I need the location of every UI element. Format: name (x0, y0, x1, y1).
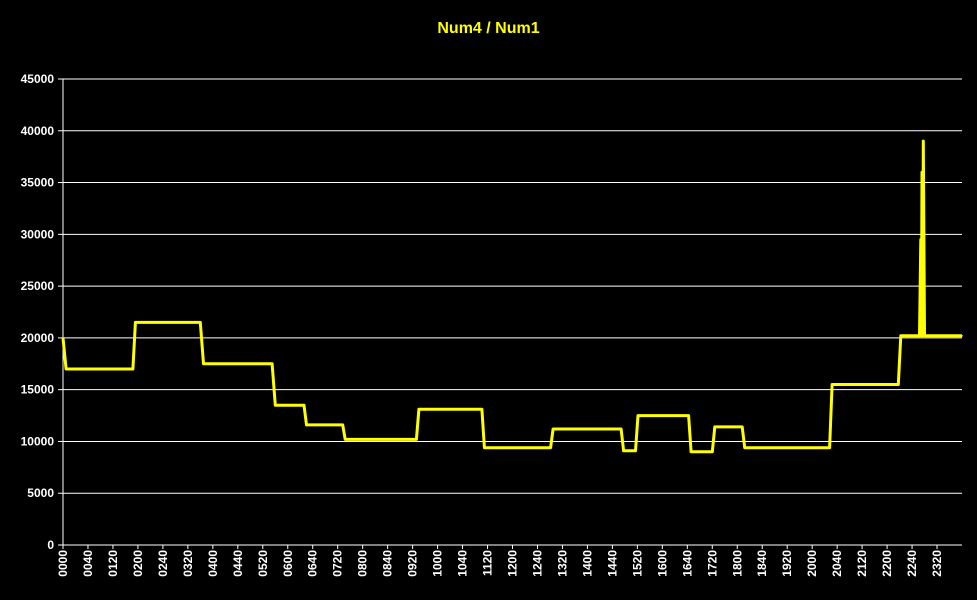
x-tick-label: 0600 (281, 550, 295, 577)
gridlines (63, 78, 962, 494)
y-axis-tick-labels: 0 5000 10000 15000 20000 25000 30000 35000 40000… (21, 72, 55, 552)
data-point (620, 428, 622, 430)
x-tick-label: 0640 (306, 550, 320, 577)
x-tick-label: 1720 (705, 550, 719, 577)
data-point (690, 451, 692, 453)
data-point (831, 383, 833, 386)
x-tick-label: 0920 (406, 550, 420, 577)
data-point (961, 335, 963, 337)
data-point (923, 335, 926, 337)
y-tick-label: 35000 (21, 176, 55, 190)
data-point (303, 404, 305, 407)
y-tick-label: 5000 (27, 486, 54, 500)
x-tick-label: 2320 (930, 550, 944, 577)
data-point (202, 362, 205, 365)
data-point (344, 438, 346, 441)
x-tick-label: 0000 (56, 550, 70, 577)
x-tick-label: 1120 (481, 550, 495, 576)
x-tick-label: 0240 (156, 550, 170, 577)
y-tick-label: 25000 (21, 279, 55, 293)
x-tick-label: 2000 (805, 550, 819, 577)
x-tick-label: 1920 (780, 550, 794, 577)
data-point (922, 140, 925, 142)
x-tick-label: 1640 (680, 550, 694, 577)
data-point (132, 368, 134, 370)
y-tick-label: 40000 (21, 124, 55, 138)
data-point (743, 446, 746, 449)
y-tick-label: 30000 (21, 227, 55, 241)
x-tick-label: 1320 (555, 550, 569, 577)
data-point (62, 337, 64, 339)
data-point (341, 424, 344, 426)
x-tick-label: 1400 (580, 550, 594, 577)
data-point (897, 383, 900, 386)
x-tick-label: 1440 (605, 550, 619, 577)
chart-title: Num4 / Num1 (437, 20, 540, 37)
data-point (483, 446, 486, 449)
x-tick-label: 2200 (880, 550, 894, 577)
data-point (919, 238, 922, 241)
data-point (900, 335, 902, 337)
x-tick-label: 0200 (131, 550, 145, 577)
data-point (921, 171, 923, 173)
data-point (134, 321, 137, 324)
x-tick-label: 1600 (655, 550, 669, 577)
series-layer (61, 139, 963, 454)
x-tick-label: 1840 (755, 550, 769, 577)
data-point (921, 335, 924, 337)
y-tick-label: 45000 (21, 72, 55, 86)
x-tick-label: 0720 (331, 550, 345, 577)
series-line (61, 139, 962, 454)
data-point (711, 451, 714, 453)
data-point (634, 449, 637, 452)
x-tick-label: 1520 (630, 550, 644, 577)
data-point (687, 414, 690, 417)
data-point (828, 446, 831, 449)
data-point (918, 335, 921, 337)
x-tick-label: 1040 (456, 550, 470, 577)
data-point (552, 428, 554, 430)
data-point (481, 408, 483, 411)
x-tick-label: 1000 (431, 550, 445, 577)
y-tick-label: 15000 (21, 383, 55, 397)
x-tick-label: 2040 (830, 550, 844, 577)
x-tick-label: 2120 (855, 550, 869, 577)
x-axis-tick-labels: 0000 0040 0120 0200 0240 0320 0400 0440 0520 0600… (56, 550, 944, 577)
x-tick-label: 1800 (730, 550, 744, 577)
data-point (418, 408, 420, 411)
x-tick-label: 2240 (905, 550, 919, 577)
data-point (415, 438, 418, 441)
x-tick-label: 1200 (506, 550, 520, 577)
data-point (713, 426, 716, 428)
y-tick-label: 10000 (21, 434, 55, 448)
x-tick-label: 0320 (181, 550, 195, 577)
data-point (549, 446, 552, 449)
x-tick-label: 0040 (81, 550, 95, 577)
data-point (199, 321, 202, 324)
data-point (305, 424, 308, 426)
x-tick-label: 0800 (356, 550, 370, 577)
axes (58, 78, 962, 549)
x-tick-label: 0520 (256, 550, 270, 577)
data-point (920, 335, 923, 337)
y-tick-label: 0 (47, 538, 54, 552)
data-point (65, 368, 67, 370)
x-tick-label: 0440 (231, 550, 245, 577)
x-tick-label: 0840 (381, 550, 395, 577)
x-tick-label: 0400 (206, 550, 220, 577)
data-point (271, 362, 273, 365)
data-point (741, 426, 744, 428)
y-tick-label: 20000 (21, 331, 55, 345)
data-point (274, 404, 277, 407)
data-point (622, 449, 625, 452)
x-tick-label: 0120 (106, 550, 120, 577)
x-tick-label: 1240 (530, 550, 544, 577)
data-point (637, 414, 639, 417)
